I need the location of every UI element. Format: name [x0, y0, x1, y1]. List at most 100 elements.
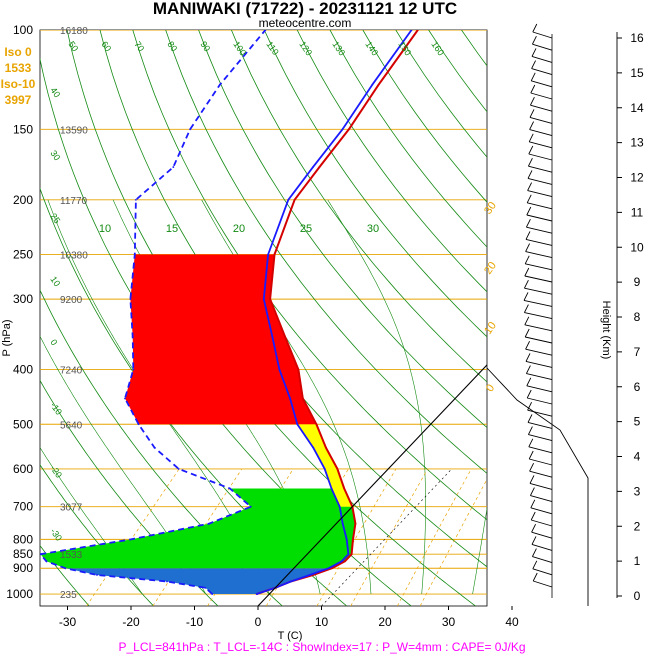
- temperature-point: [318, 166, 321, 168]
- wind-barb: [526, 214, 553, 222]
- wind-barb-flag: [529, 109, 535, 118]
- parcel-point: [296, 423, 299, 426]
- wind-barb: [532, 43, 553, 51]
- dewpoint-point: [208, 522, 211, 525]
- mixing-ratio-label: 20: [482, 260, 499, 277]
- adiabat-side-label: 0: [48, 337, 59, 347]
- height-tick: 13: [630, 136, 644, 150]
- wind-barb: [527, 202, 553, 210]
- wind-barb-flag: [531, 523, 537, 533]
- parcel-point: [271, 335, 274, 338]
- red-area: [125, 254, 317, 425]
- height-tick: 8: [634, 310, 641, 324]
- parcel-point: [340, 560, 343, 563]
- wind-barb: [528, 446, 553, 454]
- pressure-tick: 600: [13, 462, 33, 476]
- barb-frame: [486, 367, 589, 606]
- temperature-tick: 30: [442, 615, 456, 629]
- adiabat-side-label: 10: [48, 274, 62, 288]
- wind-barb: [529, 116, 553, 124]
- dry-adiabat-label: 15: [166, 223, 178, 235]
- height-tick: 11: [631, 205, 644, 219]
- dewpoint-point: [133, 253, 136, 256]
- dewpoint-point: [172, 166, 175, 168]
- wind-barb: [531, 55, 553, 63]
- parcel-point: [287, 198, 290, 201]
- wind-barb-flag: [532, 23, 538, 33]
- wind-barb: [525, 251, 553, 259]
- iso-10-height: 3997: [5, 93, 32, 107]
- dewpoint-point: [134, 198, 137, 201]
- height-axis-title: Height (Km): [600, 301, 612, 360]
- wind-barb: [527, 409, 553, 417]
- parcel-line: [256, 30, 413, 595]
- wind-barb-flag: [532, 560, 538, 570]
- wind-barb-flag: [529, 487, 535, 496]
- wind-barb: [527, 397, 553, 405]
- temperature-point: [352, 538, 354, 541]
- dewpoint-point: [264, 30, 267, 31]
- parcel-point: [330, 487, 333, 490]
- parcel-point: [289, 580, 292, 583]
- moist-adiabat: [523, 200, 616, 594]
- wind-barb-flag: [528, 145, 534, 155]
- mixing-ratio-label: 10: [482, 320, 499, 337]
- parcel-point: [308, 574, 311, 576]
- wind-barb: [523, 299, 553, 307]
- wind-barb: [530, 104, 553, 112]
- geopotential-label: 7240: [60, 366, 83, 377]
- iso-10-label: Iso-10: [1, 77, 36, 91]
- parcel-point: [312, 446, 315, 449]
- dewpoint-point: [137, 423, 140, 426]
- wind-barb-flag: [529, 121, 535, 130]
- chart-title: MANIWAKI (71722) - 20231121 12 UTC: [153, 0, 457, 18]
- temperature-tick: 0: [255, 615, 262, 629]
- temperature-tick: 10: [315, 615, 329, 629]
- wind-barbs: [486, 23, 589, 606]
- wind-barb: [532, 568, 553, 576]
- wind-barb: [533, 580, 553, 588]
- dewpoint-point: [249, 505, 252, 508]
- pressure-tick: 800: [13, 532, 33, 546]
- parcel-point: [341, 128, 344, 131]
- height-tick: 9: [634, 275, 641, 289]
- plot-area: [39, 29, 616, 607]
- dewpoint-point: [96, 574, 98, 576]
- dewpoint-point: [124, 397, 126, 400]
- wind-barb: [530, 495, 553, 503]
- wind-barb-flag: [530, 511, 536, 521]
- wind-barb: [527, 190, 553, 198]
- dewpoint-point: [218, 83, 221, 86]
- height-tick: 5: [634, 415, 641, 429]
- dewpoint-point: [40, 553, 42, 556]
- geopotential-label: 11770: [60, 196, 88, 207]
- wind-barb-flag: [530, 72, 536, 82]
- dry-adiabat: [165, 30, 487, 474]
- temperature-point: [354, 522, 357, 525]
- wind-barb-flag: [526, 389, 532, 399]
- wind-barb-flag: [527, 170, 533, 179]
- temperature-point: [343, 560, 346, 563]
- adiabat-side-label: 50: [66, 39, 80, 53]
- ten-isotherm: [321, 468, 452, 606]
- pressure-tick: 400: [13, 363, 33, 377]
- pressure-tick: 100: [13, 23, 33, 37]
- temperature-point: [301, 397, 304, 400]
- temperature-point: [377, 83, 380, 86]
- parcel-point: [312, 166, 314, 168]
- dry-adiabat: [296, 30, 487, 293]
- wind-barb-flag: [526, 206, 532, 216]
- geopotential-label: 235: [60, 590, 77, 601]
- wind-barb: [530, 92, 553, 100]
- wind-barb-flag: [525, 231, 531, 240]
- dewpoint-point: [153, 446, 156, 449]
- adiabat-side-label: 90: [198, 39, 212, 53]
- wind-barb-flag: [523, 292, 529, 301]
- dry-adiabat: [40, 544, 90, 606]
- adiabat-side-label: 80: [165, 39, 179, 53]
- dry-adiabat: [198, 30, 487, 428]
- mixing-ratio-label: 30: [482, 200, 499, 217]
- pressure-tick: 700: [13, 500, 33, 514]
- wind-barb-flag: [524, 316, 530, 326]
- height-tick: 2: [634, 519, 641, 533]
